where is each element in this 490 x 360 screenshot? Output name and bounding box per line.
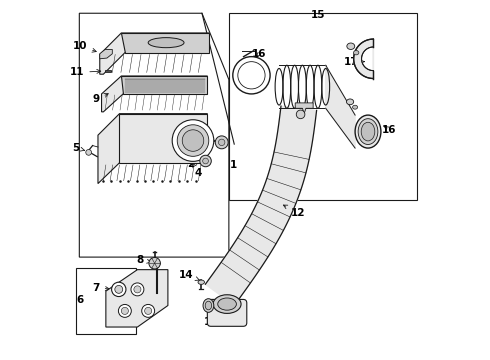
Text: 1: 1	[230, 159, 237, 170]
Text: 6: 6	[76, 295, 84, 305]
Polygon shape	[106, 270, 168, 327]
Circle shape	[122, 307, 128, 314]
Ellipse shape	[346, 99, 354, 105]
Circle shape	[115, 285, 122, 293]
Text: 16: 16	[252, 49, 267, 59]
Ellipse shape	[148, 38, 184, 48]
Text: 17: 17	[343, 57, 364, 67]
Circle shape	[177, 125, 209, 156]
Text: 11: 11	[70, 67, 101, 77]
Ellipse shape	[358, 119, 378, 144]
Text: 7: 7	[93, 283, 109, 293]
Ellipse shape	[353, 105, 358, 109]
Text: 16: 16	[382, 125, 396, 135]
Polygon shape	[100, 49, 112, 59]
Ellipse shape	[353, 50, 359, 55]
Polygon shape	[122, 76, 207, 94]
Circle shape	[182, 130, 204, 151]
Ellipse shape	[347, 43, 355, 49]
Ellipse shape	[218, 298, 236, 310]
Circle shape	[142, 305, 155, 318]
Text: 4: 4	[193, 163, 202, 178]
Ellipse shape	[355, 115, 381, 148]
Text: 15: 15	[311, 10, 326, 20]
Text: 9: 9	[93, 94, 108, 104]
Polygon shape	[354, 39, 373, 78]
Polygon shape	[295, 103, 313, 114]
Circle shape	[149, 257, 160, 269]
Circle shape	[112, 282, 126, 297]
Text: 12: 12	[283, 205, 305, 218]
Ellipse shape	[198, 280, 204, 284]
Ellipse shape	[203, 299, 214, 312]
Circle shape	[119, 305, 131, 318]
Ellipse shape	[213, 295, 241, 314]
Text: 10: 10	[73, 41, 96, 52]
FancyBboxPatch shape	[207, 300, 247, 326]
Text: 5: 5	[72, 143, 85, 153]
Polygon shape	[205, 106, 317, 305]
Circle shape	[131, 283, 144, 296]
Polygon shape	[122, 33, 209, 53]
Circle shape	[215, 136, 228, 149]
Circle shape	[134, 286, 141, 293]
Text: 13: 13	[204, 315, 221, 327]
Circle shape	[145, 307, 152, 314]
Ellipse shape	[361, 122, 375, 141]
Circle shape	[200, 155, 211, 167]
Polygon shape	[105, 69, 111, 72]
Text: 8: 8	[137, 255, 151, 265]
Polygon shape	[326, 65, 355, 148]
Polygon shape	[100, 33, 209, 74]
Circle shape	[296, 110, 305, 119]
Circle shape	[203, 158, 208, 164]
Text: 3: 3	[204, 135, 216, 145]
Ellipse shape	[205, 301, 212, 310]
Circle shape	[172, 120, 214, 161]
Text: 14: 14	[179, 270, 199, 280]
Polygon shape	[101, 76, 207, 112]
Polygon shape	[120, 114, 207, 163]
Circle shape	[86, 149, 92, 155]
Text: 2: 2	[187, 159, 200, 169]
Circle shape	[219, 139, 225, 145]
Polygon shape	[98, 114, 207, 184]
